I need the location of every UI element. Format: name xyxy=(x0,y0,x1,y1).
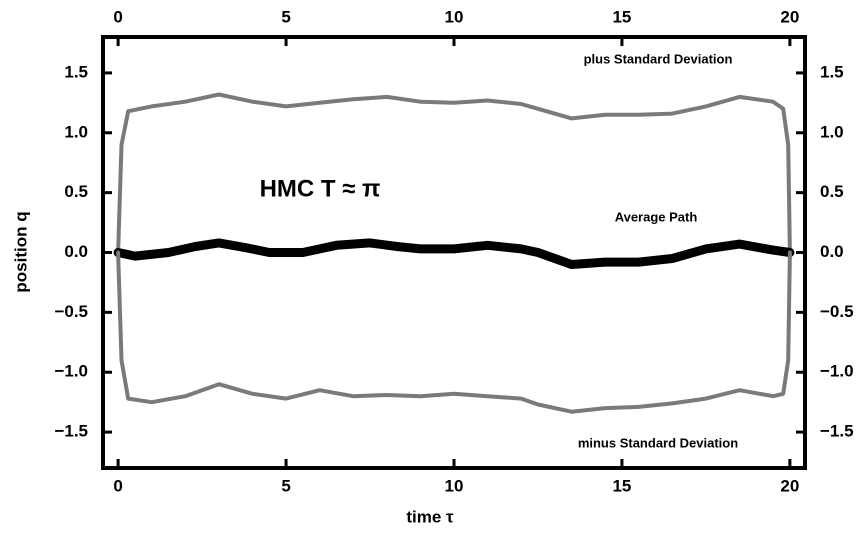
x-tick-label: 0 xyxy=(113,476,122,495)
annotation: HMC T ≈ π xyxy=(260,175,381,202)
y-tick-label-right: −0.5 xyxy=(820,302,854,321)
y-tick-label-right: 1.5 xyxy=(820,62,844,81)
y-tick-label: 1.5 xyxy=(64,62,88,81)
annotation: plus Standard Deviation xyxy=(584,51,733,66)
x-axis-label: time τ xyxy=(406,507,454,526)
y-tick-label: 1.0 xyxy=(64,122,88,141)
annotation: Average Path xyxy=(615,209,698,224)
y-tick-label-right: 0.0 xyxy=(820,242,844,261)
x-tick-label-top: 5 xyxy=(281,7,290,26)
y-tick-label-right: 0.5 xyxy=(820,182,844,201)
x-tick-label: 5 xyxy=(281,476,290,495)
annotation: minus Standard Deviation xyxy=(578,435,738,450)
y-axis-label: position q xyxy=(11,211,30,292)
x-tick-label-top: 10 xyxy=(445,7,464,26)
x-tick-label: 10 xyxy=(445,476,464,495)
y-tick-label-right: −1.0 xyxy=(820,362,854,381)
x-tick-label: 20 xyxy=(780,476,799,495)
x-tick-label-top: 0 xyxy=(113,7,122,26)
y-tick-label: −0.5 xyxy=(54,302,88,321)
series-line xyxy=(116,250,792,414)
y-tick-label: −1.0 xyxy=(54,362,88,381)
x-tick-label: 15 xyxy=(612,476,631,495)
x-tick-label-top: 15 xyxy=(612,7,631,26)
x-tick-label-top: 20 xyxy=(780,7,799,26)
y-tick-label-right: −1.5 xyxy=(820,422,854,441)
y-tick-label: 0.5 xyxy=(64,182,88,201)
y-tick-label-right: 1.0 xyxy=(820,122,844,141)
y-tick-label: 0.0 xyxy=(64,242,88,261)
y-tick-label: −1.5 xyxy=(54,422,88,441)
series-line xyxy=(113,238,795,269)
series-line xyxy=(116,92,792,255)
